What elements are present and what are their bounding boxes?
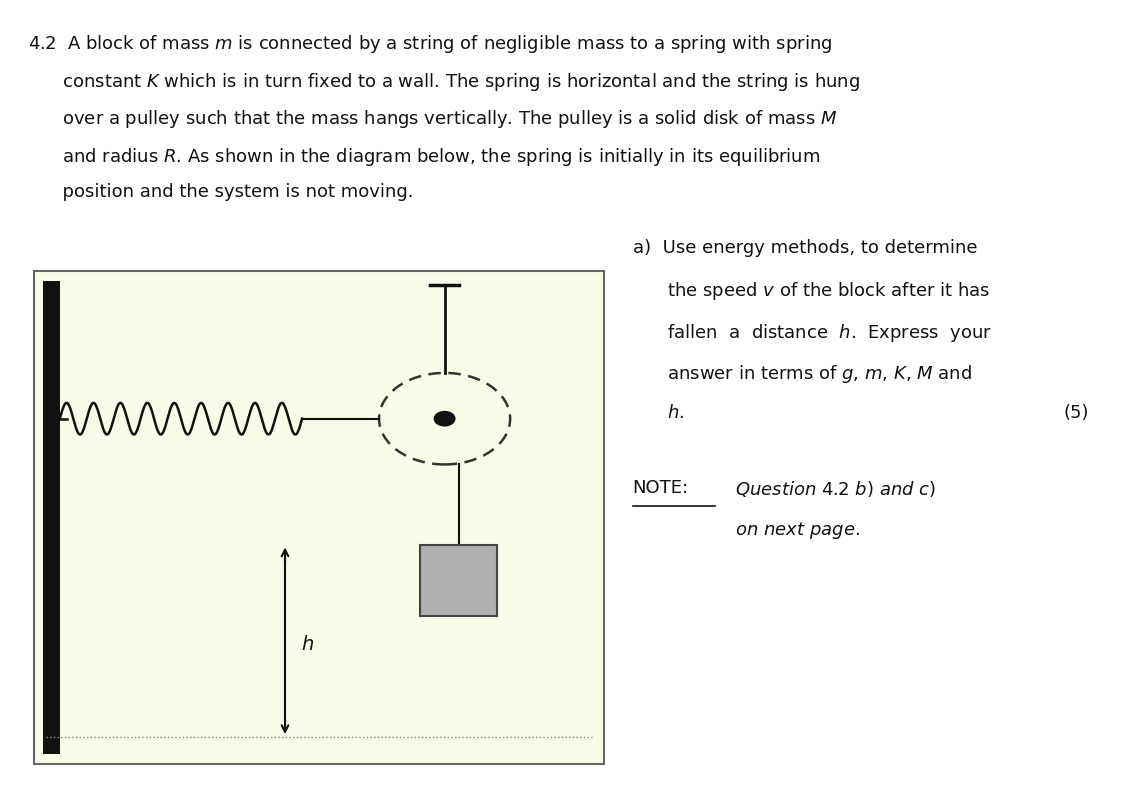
Text: $\it{Question\ 4.2\ b)\ and\ c)}$: $\it{Question\ 4.2\ b)\ and\ c)}$ xyxy=(735,479,936,499)
Text: (5): (5) xyxy=(1064,404,1089,423)
Bar xyxy=(34,271,604,764)
Text: position and the system is not moving.: position and the system is not moving. xyxy=(28,183,414,201)
Text: constant $K$ which is in turn fixed to a wall. The spring is horizontal and the : constant $K$ which is in turn fixed to a… xyxy=(28,71,861,93)
Circle shape xyxy=(434,412,455,426)
Text: $\it{on\ next\ page.}$: $\it{on\ next\ page.}$ xyxy=(735,521,861,541)
Text: answer in terms of $g$, $m$, $K$, $M$ and: answer in terms of $g$, $m$, $K$, $M$ an… xyxy=(633,363,971,385)
Text: 4.2  A block of mass $m$ is connected by a string of negligible mass to a spring: 4.2 A block of mass $m$ is connected by … xyxy=(28,33,832,56)
Bar xyxy=(421,544,497,616)
Text: over a pulley such that the mass hangs vertically. The pulley is a solid disk of: over a pulley such that the mass hangs v… xyxy=(28,108,838,131)
Text: a)  Use energy methods, to determine: a) Use energy methods, to determine xyxy=(633,239,977,257)
Text: the speed $v$ of the block after it has: the speed $v$ of the block after it has xyxy=(633,280,990,302)
Text: $h$: $h$ xyxy=(301,635,314,654)
Text: fallen  a  distance  $h$.  Express  your: fallen a distance $h$. Express your xyxy=(633,322,992,344)
Text: and radius $R$. As shown in the diagram below, the spring is initially in its eq: and radius $R$. As shown in the diagram … xyxy=(28,146,821,168)
Bar xyxy=(43,280,59,755)
Text: NOTE:: NOTE: xyxy=(633,479,689,497)
Text: $h$.: $h$. xyxy=(633,404,684,423)
